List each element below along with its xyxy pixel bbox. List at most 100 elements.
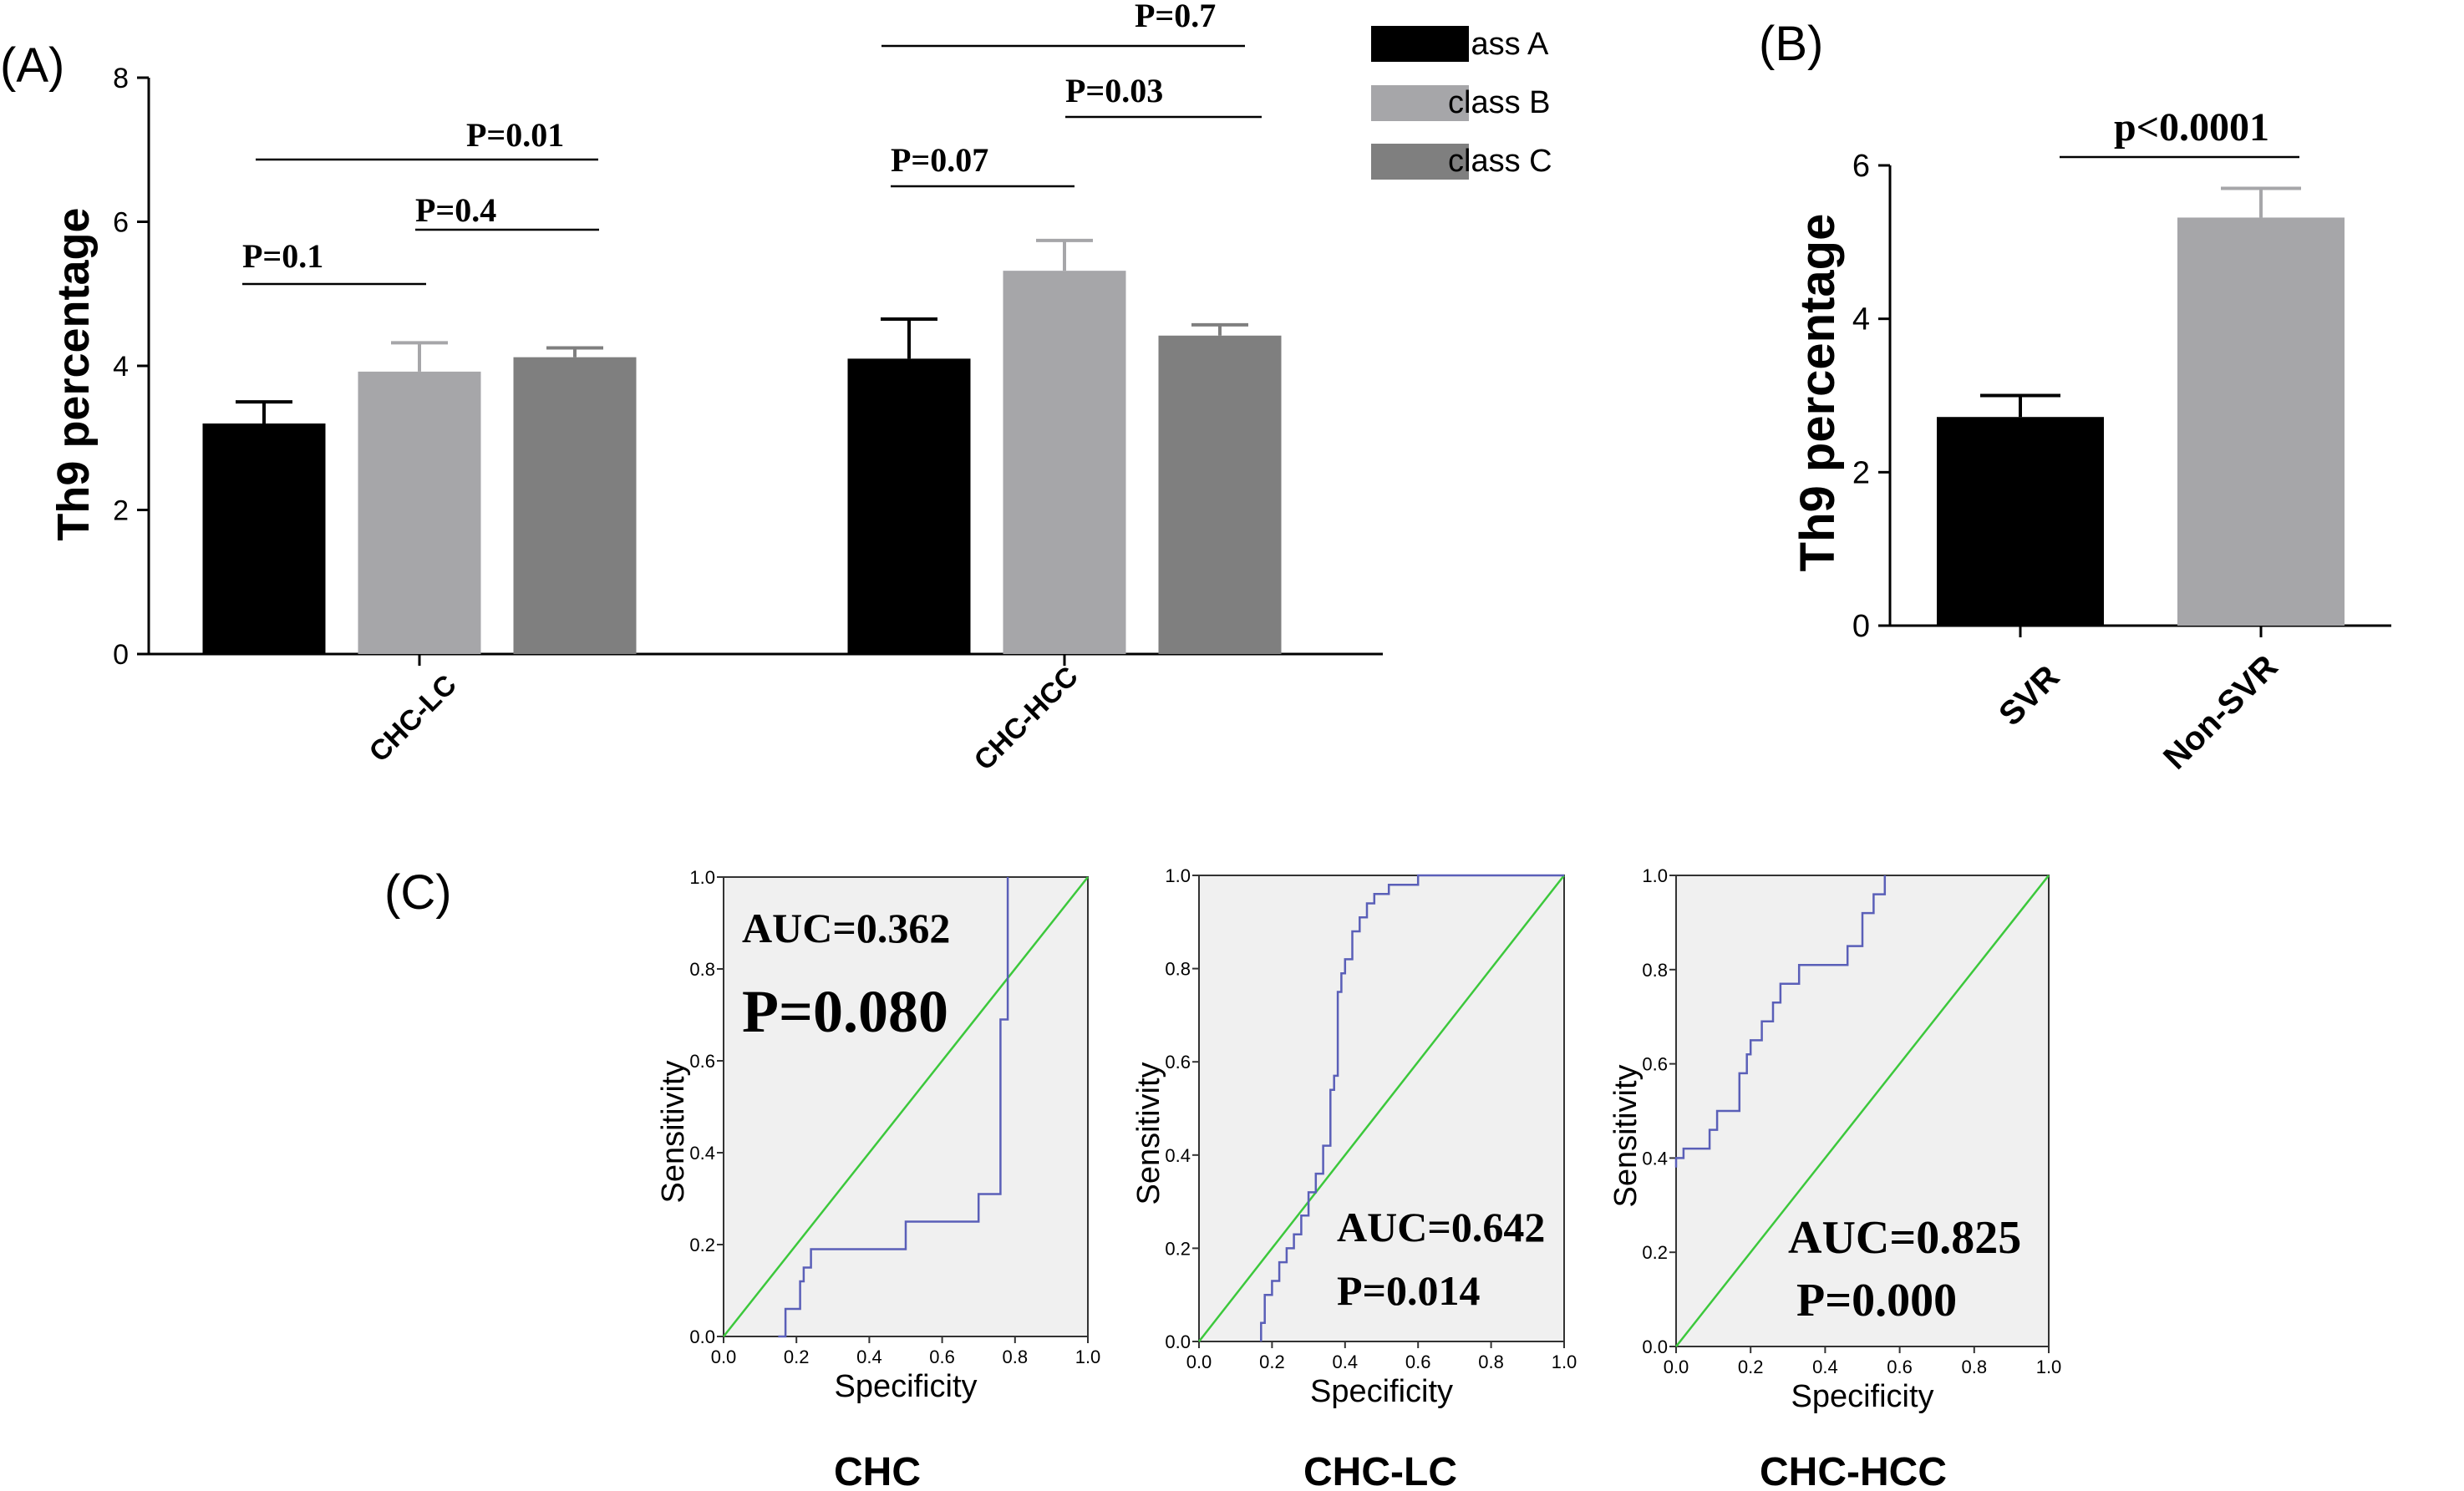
roc-1-xtick-label-1: 0.2 xyxy=(784,1346,810,1367)
roc-1-xtick-label-2: 0.4 xyxy=(856,1346,882,1367)
panel-b-bars xyxy=(1937,186,2345,626)
bar-chc-lc-class-b xyxy=(358,371,481,654)
roc-2-ytick-label-2: 0.4 xyxy=(1165,1145,1191,1166)
roc-3-ytick-label-2: 0.4 xyxy=(1642,1148,1668,1169)
roc-2-ylabel: Sensitivity xyxy=(1131,1062,1166,1204)
bar-chc-lc-class-a xyxy=(202,423,326,654)
pval-hcc-ab: P=0.07 xyxy=(891,141,988,179)
panel-c: (C) 0.00.00.20.20.40.40.60.60.80.81.01.0… xyxy=(384,865,2061,1491)
roc-1-ytick-label-4: 0.8 xyxy=(689,959,715,980)
panel-a-ytick-label-1: 2 xyxy=(113,495,129,527)
roc-2-xtick-label-0: 0.0 xyxy=(1186,1352,1212,1372)
roc-3-xtick-label-3: 0.6 xyxy=(1887,1357,1913,1377)
roc-1-ytick-label-2: 0.4 xyxy=(689,1143,715,1164)
roc-3-xtick-label-1: 0.2 xyxy=(1738,1357,1764,1377)
roc-3-auc: AUC=0.825 xyxy=(1788,1212,2021,1264)
roc-3-xtick-label-5: 1.0 xyxy=(2036,1357,2062,1377)
bar-chc-hcc-class-c xyxy=(1158,335,1282,654)
legend-label-class-c: class C xyxy=(1448,144,1552,179)
roc-1-auc: AUC=0.362 xyxy=(742,905,950,951)
roc-2-xtick-label-2: 0.4 xyxy=(1333,1352,1359,1372)
roc-3-xlabel: Specificity xyxy=(1791,1379,1933,1414)
roc-2-title: CHC-LC xyxy=(1303,1450,1457,1491)
roc-1-ytick-label-1: 0.2 xyxy=(689,1235,715,1255)
panel-b-ytick-label-3: 6 xyxy=(1852,149,1870,184)
bar-svr xyxy=(1937,417,2104,626)
roc-2-xlabel: Specificity xyxy=(1310,1374,1453,1409)
panel-b-ylabel: Th9 percentage xyxy=(1791,214,1845,572)
bar-chc-hcc-class-b xyxy=(1003,271,1126,654)
roc-1-reference-line xyxy=(723,876,1089,1337)
roc-plots: 0.00.00.20.20.40.40.60.60.80.81.01.0Spec… xyxy=(656,865,2061,1414)
roc-3-ytick-label-5: 1.0 xyxy=(1642,865,1668,886)
roc-2-ytick-label-4: 0.8 xyxy=(1165,959,1191,980)
panel-a-ytick-label-2: 4 xyxy=(113,351,129,383)
roc-3-pvalue: P=0.000 xyxy=(1796,1275,1957,1326)
roc-2-reference-line xyxy=(1198,875,1565,1342)
panel-a-bars xyxy=(202,238,1282,654)
roc-3-xtick-label-2: 0.4 xyxy=(1812,1357,1838,1377)
roc-1-title: CHC xyxy=(834,1450,921,1491)
panel-a-label: (A) xyxy=(0,38,64,93)
panel-c-label: (C) xyxy=(384,865,452,920)
bar-chc-hcc-class-a xyxy=(847,358,971,654)
roc-3-ytick-label-4: 0.8 xyxy=(1642,960,1668,981)
roc-2-xtick-label-5: 1.0 xyxy=(1552,1352,1577,1372)
roc-2-xtick-label-4: 0.8 xyxy=(1478,1352,1504,1372)
legend-swatch-class-a xyxy=(1371,26,1469,62)
roc-plot-2: 0.00.0 0.2 0.2 0.4 0.4 0.6 0.6 0.8 0.8 1.0 1.0 Spec… xyxy=(1131,865,1577,1409)
pval-lc-bc: P=0.4 xyxy=(415,191,496,229)
panel-b-ytick-label-1: 2 xyxy=(1852,455,1870,490)
roc-1-pvalue: P=0.080 xyxy=(742,978,948,1045)
roc-3-title: CHC-HCC xyxy=(1760,1450,1947,1491)
roc-2-ytick-label-1: 0.2 xyxy=(1165,1238,1191,1259)
roc-1-xtick-label-3: 0.6 xyxy=(929,1346,955,1367)
roc-plot-3: 0.00.0 0.2 0.2 0.4 0.4 0.6 0.6 0.8 0.8 1.0 1.0 Spec… xyxy=(1608,865,2061,1414)
panel-a-significance xyxy=(242,44,1262,286)
roc-1-xtick-label-4: 0.8 xyxy=(1003,1346,1029,1367)
panel-a-xtick-chc-lc: CHC-LC xyxy=(363,669,463,768)
roc-1-curve xyxy=(778,877,1009,1338)
roc-1-ytick-label-0: 0.0 xyxy=(689,1326,715,1347)
roc-2-xtick-label-1: 0.2 xyxy=(1259,1352,1285,1372)
pval-lc-ac: P=0.01 xyxy=(466,116,564,154)
pval-hcc-ac: P=0.7 xyxy=(1135,0,1216,34)
roc-3-xtick-label-0: 0.0 xyxy=(1664,1357,1689,1377)
panel-a-ytick-label-4: 8 xyxy=(113,63,129,94)
roc-2-ytick-label-5: 1.0 xyxy=(1165,865,1191,886)
roc-2-pvalue: P=0.014 xyxy=(1337,1267,1481,1314)
roc-3-xtick-label-4: 0.8 xyxy=(1962,1357,1988,1377)
roc-3-curve xyxy=(1674,875,1887,1168)
pval-lc-ab: P=0.1 xyxy=(242,237,323,275)
roc-2-xtick-label-3: 0.6 xyxy=(1405,1352,1431,1372)
panel-b-xtick-non-svr: Non-SVR xyxy=(2157,648,2285,777)
panel-a-ytick-label-0: 0 xyxy=(113,639,129,671)
roc-1-xtick-label-5: 1.0 xyxy=(1075,1346,1101,1367)
pval-svr: p<0.0001 xyxy=(2114,105,2269,150)
panel-b-xtick-svr: SVR xyxy=(1992,658,2066,733)
panel-a-xtick-chc-hcc: CHC-HCC xyxy=(968,661,1085,777)
bar-non-svr xyxy=(2177,217,2345,626)
roc-2-ytick-label-0: 0.0 xyxy=(1165,1331,1191,1352)
roc-2-ytick-label-3: 0.6 xyxy=(1165,1052,1191,1073)
roc-3-ytick-label-0: 0.0 xyxy=(1642,1336,1668,1357)
roc-1-ylabel: Sensitivity xyxy=(656,1060,691,1203)
legend-swatch-class-b xyxy=(1371,85,1469,121)
roc-2-curve xyxy=(1260,874,1564,1341)
panel-b: (B) Th9 percentage 0 2 4 6 p<0.0001 SVR Non… xyxy=(1759,17,2391,777)
roc-1-ytick-label-3: 0.6 xyxy=(689,1051,715,1072)
roc-plot-1: 0.00.0 0.2 0.2 0.4 0.4 0.6 0.6 0.8 0.8 1.0 1.0 Spec… xyxy=(656,867,1100,1404)
roc-3-reference-line xyxy=(1675,875,2050,1347)
panel-a-ytick-label-3: 6 xyxy=(113,207,129,239)
roc-3-ytick-label-1: 0.2 xyxy=(1642,1242,1668,1263)
panel-b-ytick-label-0: 0 xyxy=(1852,609,1870,644)
bar-chc-lc-class-c xyxy=(513,357,637,654)
panel-a-legend: class A class B class C xyxy=(1371,26,1552,180)
pval-hcc-bc: P=0.03 xyxy=(1065,72,1163,109)
legend-label-class-a: class A xyxy=(1448,27,1549,62)
roc-1-xtick-label-0: 0.0 xyxy=(711,1346,737,1367)
legend-swatch-class-c xyxy=(1371,144,1469,180)
